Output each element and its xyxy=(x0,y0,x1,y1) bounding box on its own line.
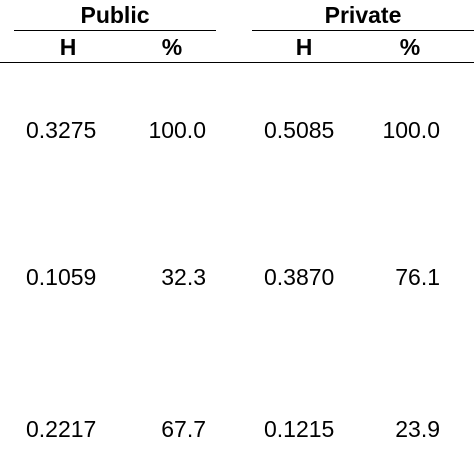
cell-public-h: 0.3275 xyxy=(26,117,97,143)
column-header-private-h: H xyxy=(295,34,313,60)
cell-private-h: 0.3870 xyxy=(264,264,335,290)
private-group-header: Private xyxy=(324,2,402,28)
public-header-rule xyxy=(14,30,216,31)
cell-public-percent: 32.3 xyxy=(161,264,206,290)
column-header-private-percent: % xyxy=(399,34,421,60)
cell-private-h: 0.5085 xyxy=(264,117,335,143)
cell-private-h: 0.1215 xyxy=(264,416,335,442)
cell-private-percent: 76.1 xyxy=(395,264,440,290)
cell-private-percent: 100.0 xyxy=(382,117,440,143)
cell-public-h: 0.2217 xyxy=(26,416,97,442)
private-header-rule xyxy=(252,30,474,31)
column-header-public-percent: % xyxy=(161,34,183,60)
cell-private-percent: 23.9 xyxy=(395,416,440,442)
cell-public-h: 0.1059 xyxy=(26,264,97,290)
cell-public-percent: 67.7 xyxy=(161,416,206,442)
cell-public-percent: 100.0 xyxy=(148,117,206,143)
column-header-public-h: H xyxy=(59,34,77,60)
public-group-header: Public xyxy=(80,2,150,28)
table-header-rule xyxy=(0,62,474,63)
